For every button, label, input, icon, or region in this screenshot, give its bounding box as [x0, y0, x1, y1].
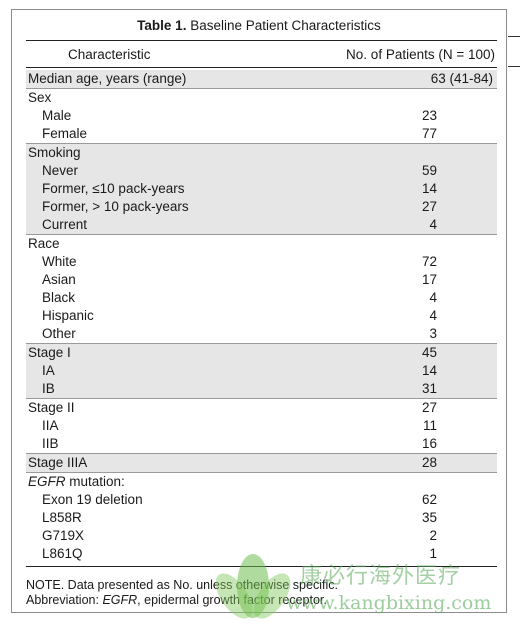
row-label: L858R: [42, 510, 82, 525]
row-label: Black: [42, 290, 76, 305]
row-label: IIA: [42, 418, 59, 433]
row-value: 27: [421, 400, 437, 415]
row-value: 3: [429, 326, 437, 341]
row-label: White: [42, 254, 77, 269]
row-value: 4: [429, 217, 437, 232]
watermark-cn-text: 康必行海外医疗: [300, 564, 462, 589]
row-value: 23: [421, 108, 437, 123]
row-value: 45: [421, 345, 437, 360]
table-row: IIB 16: [26, 435, 497, 453]
table-caption: Baseline Patient Characteristics: [190, 18, 381, 33]
row-label: Stage II: [28, 400, 75, 415]
row-label: Female: [42, 126, 88, 141]
row-label: IIB: [42, 436, 59, 451]
table-row: Race: [26, 234, 497, 253]
row-label-suffix: mutation:: [65, 474, 125, 489]
table-row: Never 59: [26, 162, 497, 180]
row-label: Hispanic: [42, 308, 94, 323]
watermark-logo: [215, 554, 291, 619]
row-value: 2: [429, 528, 437, 543]
row-value: 31: [421, 381, 437, 396]
row-label-italic: EGFR: [28, 474, 66, 489]
watermark-url-text: www.kangbixing.com: [286, 592, 492, 614]
header-rule: [26, 67, 497, 68]
row-value: 27: [421, 199, 437, 214]
table-row: IA 14: [26, 362, 497, 380]
table-row: L858R 35: [26, 509, 497, 527]
row-label: Former, > 10 pack-years: [42, 199, 189, 214]
row-value: 77: [421, 126, 437, 141]
row-label: EGFR mutation:: [28, 473, 125, 491]
table-row: Stage II 27: [26, 398, 497, 417]
table-row: Hispanic 4: [26, 307, 497, 325]
table-row: EGFR mutation:: [26, 472, 497, 491]
table-body: Median age, years (range) 63 (41-84) Sex Ma…: [26, 70, 497, 563]
table-header: Characteristic No. of Patients (N = 100): [26, 43, 497, 65]
table-row: Asian 17: [26, 271, 497, 289]
table-row: Exon 19 deletion 62: [26, 491, 497, 509]
row-label: L861Q: [42, 546, 83, 561]
row-label: Median age, years (range): [28, 71, 187, 86]
table-row: White 72: [26, 253, 497, 271]
row-label: Current: [42, 217, 88, 232]
abbreviation-term: EGFR: [102, 593, 138, 607]
margin-mark: [508, 36, 520, 37]
top-rule: [26, 40, 497, 41]
table-frame: Table 1. Baseline Patient Characteristic…: [11, 9, 507, 613]
row-value: 1: [429, 546, 437, 561]
row-value: 72: [421, 254, 437, 269]
table-row: Sex: [26, 88, 497, 107]
table-row: IIA 11: [26, 417, 497, 435]
row-label: G719X: [42, 528, 85, 543]
row-label: Sex: [28, 90, 52, 105]
row-value: 63 (41-84): [430, 71, 493, 86]
row-value: 11: [422, 418, 437, 433]
table-row: Other 3: [26, 325, 497, 343]
row-value: 62: [421, 492, 437, 507]
abbreviation-line: Abbreviation: EGFR, epidermal growth fac…: [26, 593, 338, 608]
row-label: IB: [42, 381, 55, 396]
table-number: Table 1.: [137, 18, 187, 33]
row-label: Stage I: [28, 345, 71, 360]
row-label: Stage IIIA: [28, 455, 88, 470]
row-value: 35: [421, 510, 437, 525]
row-value: 59: [421, 163, 437, 178]
table-row: Former, > 10 pack-years 27: [26, 198, 497, 216]
row-label: Male: [42, 108, 72, 123]
row-value: 14: [421, 181, 437, 196]
row-value: 14: [421, 363, 437, 378]
header-patients: No. of Patients (N = 100): [346, 46, 495, 62]
row-value: 4: [429, 290, 437, 305]
row-value: 16: [421, 436, 437, 451]
row-label: Former, ≤10 pack-years: [42, 181, 185, 196]
margin-mark: [508, 66, 520, 67]
table-row: Female 77: [26, 125, 497, 143]
row-value: 4: [429, 308, 437, 323]
table-row: Stage IIIA 28: [26, 453, 497, 472]
abbreviation-prefix: Abbreviation:: [26, 593, 103, 607]
header-characteristic: Characteristic: [68, 46, 151, 62]
row-label: Smoking: [28, 145, 81, 160]
table-row: Black 4: [26, 289, 497, 307]
row-label: IA: [42, 363, 55, 378]
table-row: L861Q 1: [26, 545, 497, 563]
table-title: Table 1. Baseline Patient Characteristic…: [12, 18, 506, 33]
row-value: 17: [421, 272, 437, 287]
row-label: Other: [42, 326, 76, 341]
row-label: Race: [28, 236, 60, 251]
table-row: Median age, years (range) 63 (41-84): [26, 70, 497, 88]
table-row: G719X 2: [26, 527, 497, 545]
abbreviation-definition: , epidermal growth factor receptor.: [137, 593, 327, 607]
row-label: Never: [42, 163, 79, 178]
row-value: 28: [421, 455, 437, 470]
table-row: Stage I 45: [26, 343, 497, 362]
table-row: IB 31: [26, 380, 497, 398]
row-label: Exon 19 deletion: [42, 492, 143, 507]
table-row: Former, ≤10 pack-years 14: [26, 180, 497, 198]
table-row: Smoking: [26, 143, 497, 162]
table-row: Male 23: [26, 107, 497, 125]
table-row: Current 4: [26, 216, 497, 234]
row-label: Asian: [42, 272, 76, 287]
